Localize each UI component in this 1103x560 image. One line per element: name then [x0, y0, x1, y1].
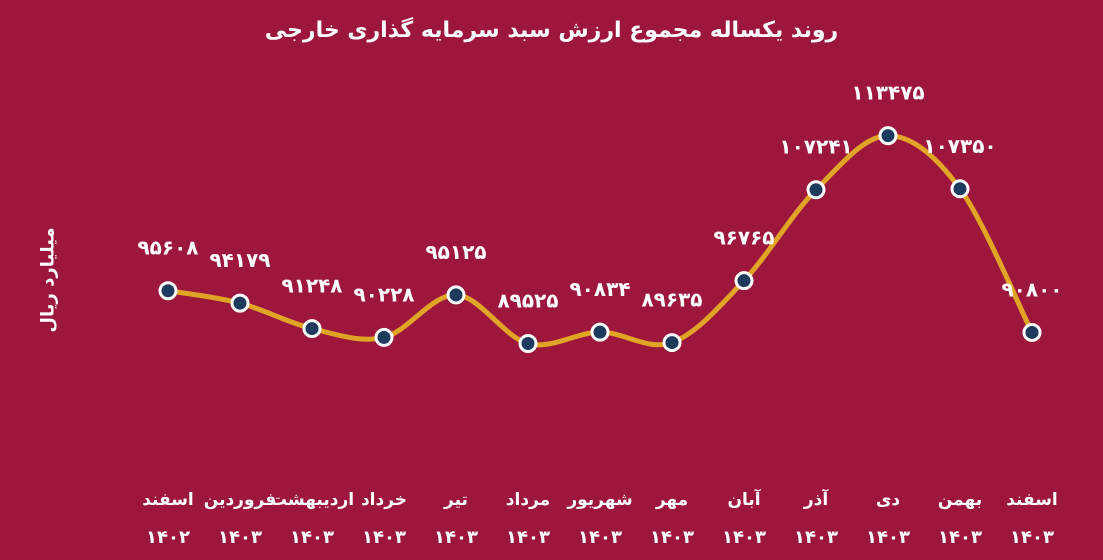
data-label: ۱۱۳۴۷۵	[851, 81, 924, 105]
data-label: ۸۹۶۳۵	[641, 288, 702, 312]
data-point	[302, 319, 322, 339]
x-tick-year: ۱۴۰۳	[1010, 527, 1054, 548]
data-point	[158, 281, 178, 301]
data-label: ۹۱۲۴۸	[281, 274, 342, 298]
data-label: ۹۰۲۲۸	[353, 282, 414, 306]
x-tick-month: آبان	[727, 488, 761, 510]
x-tick-month: خرداد	[361, 490, 407, 510]
data-point	[1022, 322, 1042, 342]
data-point	[374, 327, 394, 347]
x-tick-month: آذر	[803, 488, 830, 510]
data-label: ۹۰۸۳۴	[569, 277, 630, 301]
data-point	[446, 285, 466, 305]
data-label: ۸۹۵۲۵	[497, 289, 558, 313]
x-tick-year: ۱۴۰۳	[506, 527, 550, 548]
data-label: ۹۵۶۰۸	[137, 236, 198, 260]
x-tick-year: ۱۴۰۳	[434, 527, 478, 548]
data-label: ۹۰۸۰۰	[1001, 277, 1062, 301]
x-tick-year: ۱۴۰۳	[650, 527, 694, 548]
x-tick-year: ۱۴۰۳	[578, 527, 622, 548]
data-point	[878, 126, 898, 146]
x-tick-year: ۱۴۰۳	[218, 527, 262, 548]
chart-title: روند یکساله مجموع ارزش سبد سرمایه گذاری …	[264, 18, 839, 43]
x-tick-year: ۱۴۰۲	[146, 527, 190, 548]
data-label: ۹۵۱۲۵	[425, 240, 486, 264]
x-tick-year: ۱۴۰۳	[794, 527, 838, 548]
data-point	[590, 322, 610, 342]
series-line	[165, 133, 1035, 348]
x-tick-month: شهریور	[566, 490, 632, 510]
data-point	[950, 179, 970, 199]
data-label: ۹۴۱۷۹	[209, 248, 270, 272]
x-tick-month: اردیبهشت	[270, 490, 354, 510]
data-point	[518, 334, 538, 354]
x-tick-month: اسفند	[1006, 490, 1058, 510]
x-tick-year: ۱۴۰۳	[866, 527, 910, 548]
x-tick-year: ۱۴۰۳	[938, 527, 982, 548]
data-point	[806, 180, 826, 200]
x-tick-month: مرداد	[506, 490, 550, 510]
data-point	[734, 271, 754, 291]
x-tick-year: ۱۴۰۳	[722, 527, 766, 548]
data-label: ۹۶۷۶۵	[713, 226, 774, 250]
data-label: ۱۰۷۲۴۱	[779, 135, 852, 159]
x-tick-month: اسفند	[142, 490, 194, 510]
x-tick-year: ۱۴۰۳	[362, 527, 406, 548]
data-point	[230, 293, 250, 313]
x-tick-month: مهر	[655, 490, 688, 510]
x-tick-month: فروردین	[204, 490, 276, 510]
x-tick-month: دی	[876, 490, 901, 510]
data-point	[662, 333, 682, 353]
x-tick-month: تیر	[443, 490, 468, 510]
x-tick-year: ۱۴۰۳	[290, 527, 334, 548]
x-tick-month: بهمن	[938, 490, 982, 510]
data-label: ۱۰۷۳۵۰	[923, 134, 996, 158]
